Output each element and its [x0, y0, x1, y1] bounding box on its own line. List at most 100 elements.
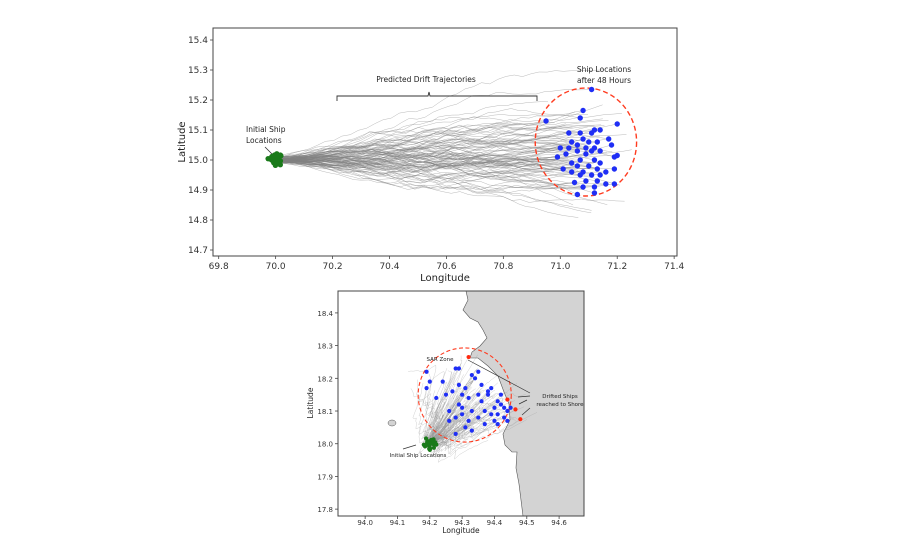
final-ship-point — [456, 402, 461, 407]
final-ship-point — [440, 379, 445, 384]
final-ship-point — [476, 415, 481, 420]
final-ship-point — [580, 184, 586, 190]
x-tick-label: 70.4 — [379, 262, 399, 272]
bottom-initial-annotation: Initial Ship Locations — [390, 453, 447, 459]
top-axes-frame — [212, 27, 678, 257]
y-tick-label: 18.2 — [317, 375, 333, 383]
bottom-initial-arrow — [402, 444, 417, 450]
trajectory-line — [433, 391, 466, 448]
y-tick-label: 18.1 — [317, 408, 333, 416]
trajectory-line — [425, 371, 448, 440]
final-ship-point — [577, 172, 583, 178]
trajectory-line — [426, 394, 463, 445]
trajectory-line — [430, 414, 490, 444]
x-tick-label: 69.8 — [209, 262, 229, 272]
trajectory-line — [433, 393, 476, 441]
final-ship-point — [453, 431, 458, 437]
search-zone-circle — [417, 347, 512, 443]
trajectory-line — [426, 375, 500, 440]
trajectory-line — [276, 134, 627, 158]
trajectory-line — [433, 395, 496, 443]
trajectory-line — [277, 111, 576, 161]
shore-arrow-3 — [518, 399, 528, 405]
y-tick-label: 15.1 — [188, 126, 208, 136]
bottom-ylabel: Latitude — [306, 387, 315, 418]
trajectory-line — [427, 407, 476, 443]
final-ship-point — [456, 366, 461, 371]
top-xlabel: Longitude — [420, 273, 470, 284]
final-ship-point — [568, 169, 575, 175]
trajectory-line — [419, 398, 436, 445]
final-ship-point — [456, 382, 461, 387]
trajectory-line — [431, 390, 438, 447]
x-tick-label: 94.5 — [519, 519, 535, 527]
trajectory-line — [434, 384, 482, 442]
y-tick-label: 14.8 — [188, 216, 208, 226]
final-ship-point — [502, 405, 507, 410]
trajectory-line — [432, 409, 516, 450]
shore-arrow-2 — [517, 395, 531, 398]
initial-ship-point — [431, 445, 436, 450]
final-ship-point — [611, 181, 618, 187]
final-ship-point — [588, 148, 595, 154]
top-trajectories — [272, 69, 632, 218]
final-ship-point — [476, 392, 481, 397]
shore-arrow-4 — [521, 407, 531, 416]
final-ship-point — [568, 160, 575, 166]
trajectory-line — [429, 422, 498, 444]
trajectory-line — [426, 372, 455, 444]
trajectory-line — [277, 120, 609, 163]
initial-annotation-line1: Initial Ship — [246, 125, 286, 134]
final-ship-point — [597, 172, 603, 178]
final-ship-point — [574, 142, 581, 148]
trajectory-line — [425, 404, 501, 441]
final-ship-point — [469, 428, 474, 433]
final-annotation-line1: Ship Locations — [577, 65, 631, 74]
final-ship-point — [554, 154, 561, 160]
trajectory-line — [273, 162, 571, 180]
final-ship-point — [476, 369, 481, 374]
final-ship-point — [463, 425, 468, 430]
final-ship-point — [591, 157, 598, 163]
trajectory-line — [425, 374, 475, 440]
trajectory-line — [277, 124, 609, 160]
final-ship-point — [594, 178, 600, 184]
trajectory-line — [433, 374, 473, 445]
final-ship-point — [591, 190, 598, 196]
trajectory-line — [273, 158, 620, 186]
initial-arrow — [264, 146, 273, 155]
sar-zone-annotation: SAR Zone — [427, 357, 455, 363]
final-ship-point — [495, 399, 500, 404]
trajectory-line — [273, 149, 632, 166]
trajectory-line — [274, 125, 605, 161]
final-ship-point — [597, 148, 603, 154]
initial-annotation-line2: Locations — [246, 136, 282, 145]
trajectory-line — [277, 122, 555, 164]
trajectory-line — [277, 124, 602, 161]
trajectory-line — [426, 388, 476, 442]
final-ship-point — [583, 151, 589, 157]
final-ship-point — [583, 145, 589, 151]
final-ship-point — [591, 127, 598, 133]
final-ship-point — [594, 139, 600, 145]
x-tick-label: 94.4 — [487, 519, 503, 527]
initial-ship-point — [423, 436, 429, 441]
final-ship-point — [574, 148, 581, 154]
trajectory-line — [431, 394, 462, 449]
bottom-marks — [417, 347, 523, 452]
trajectory-line — [276, 160, 584, 194]
shore-arrow-1 — [467, 359, 531, 394]
final-ship-point — [588, 172, 595, 178]
final-ship-point — [453, 415, 458, 420]
trajectory-line — [426, 414, 492, 448]
shore-annotation-line1: Drifted Ships — [542, 394, 578, 400]
final-ship-point — [583, 178, 589, 184]
final-ship-point — [568, 139, 575, 145]
final-ship-point — [605, 136, 612, 142]
trajectory-line — [416, 379, 430, 446]
trajectory-line — [432, 381, 445, 445]
land-coastline — [462, 290, 585, 517]
y-tick-label: 17.8 — [317, 506, 333, 514]
final-ship-point — [466, 418, 471, 423]
trajectory-line — [427, 397, 505, 446]
